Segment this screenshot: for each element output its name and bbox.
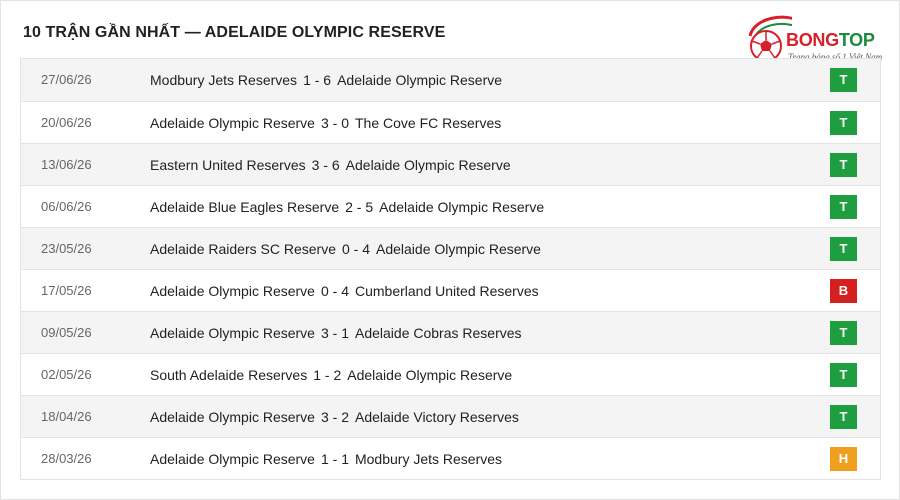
match-date: 09/05/26 (41, 325, 92, 340)
result-badge: T (830, 405, 857, 429)
match-score: 1 - 6 (303, 72, 332, 88)
match-row[interactable]: 18/04/26 Adelaide Olympic Reserve 3 - 2 Ade… (21, 395, 880, 437)
result-badge: B (830, 279, 857, 303)
away-team: Adelaide Olympic Reserve (379, 199, 545, 215)
away-team: Adelaide Cobras Reserves (354, 325, 522, 341)
recent-matches-list: 27/06/26 Modbury Jets Reserves 1 - 6 Adelai… (20, 58, 881, 480)
away-team: Cumberland United Reserves (354, 283, 539, 299)
match-date: 02/05/26 (41, 367, 92, 382)
result-badge: T (830, 321, 857, 345)
away-team: The Cove FC Reserves (354, 115, 502, 131)
home-team: Adelaide Olympic Reserve (150, 409, 315, 425)
match-info: Adelaide Olympic Reserve 3 - 0 The Cove FC… (150, 102, 501, 144)
match-date: 18/04/26 (41, 409, 92, 424)
match-row[interactable]: 28/03/26 Adelaide Olympic Reserve 1 - 1 Mod… (21, 437, 880, 479)
match-date: 28/03/26 (41, 451, 92, 466)
match-info: Eastern United Reserves 3 - 6 Adelaide Oly… (150, 144, 511, 186)
match-score: 3 - 1 (320, 325, 349, 341)
match-date: 27/06/26 (41, 72, 92, 87)
match-score: 1 - 2 (313, 367, 342, 383)
home-team: Adelaide Olympic Reserve (150, 283, 315, 299)
match-info: Adelaide Olympic Reserve 1 - 1 Modbury Jet… (150, 438, 502, 480)
home-team: Eastern United Reserves (150, 157, 306, 173)
result-badge: T (830, 153, 857, 177)
home-team: Adelaide Olympic Reserve (150, 451, 315, 467)
home-team: Modbury Jets Reserves (150, 72, 298, 88)
home-team: Adelaide Raiders SC Reserve (150, 241, 336, 257)
away-team: Adelaide Victory Reserves (354, 409, 519, 425)
away-team: Adelaide Olympic Reserve (347, 367, 513, 383)
match-info: Modbury Jets Reserves 1 - 6 Adelaide Olymp… (150, 59, 502, 101)
page-title: 10 TRẬN GẦN NHẤT — ADELAIDE OLYMPIC RESE… (23, 24, 446, 41)
match-row[interactable]: 20/06/26 Adelaide Olympic Reserve 3 - 0 The… (21, 101, 880, 143)
match-score: 3 - 6 (311, 157, 340, 173)
home-team: South Adelaide Reserves (150, 367, 308, 383)
match-date: 23/05/26 (41, 241, 92, 256)
home-team: Adelaide Blue Eagles Reserve (150, 199, 340, 215)
match-info: South Adelaide Reserves 1 - 2 Adelaide Oly… (150, 354, 512, 396)
match-date: 17/05/26 (41, 283, 92, 298)
away-team: Adelaide Olympic Reserve (376, 241, 541, 257)
match-score: 2 - 5 (345, 199, 374, 215)
match-info: Adelaide Olympic Reserve 3 - 1 Adelaide Co… (150, 312, 522, 354)
result-badge: T (830, 237, 857, 261)
match-info: Adelaide Olympic Reserve 0 - 4 Cumberland … (150, 270, 539, 312)
match-date: 20/06/26 (41, 115, 92, 130)
match-row[interactable]: 09/05/26 Adelaide Olympic Reserve 3 - 1 Ade… (21, 311, 880, 353)
match-row[interactable]: 13/06/26 Eastern United Reserves 3 - 6 Adel… (21, 143, 880, 185)
result-badge: T (830, 363, 857, 387)
result-badge: T (830, 111, 857, 135)
match-date: 06/06/26 (41, 199, 92, 214)
match-score: 0 - 4 (341, 241, 370, 257)
logo-tagline: Trang bóng số 1 Việt Nam (788, 52, 883, 62)
match-row[interactable]: 17/05/26 Adelaide Olympic Reserve 0 - 4 Cum… (21, 269, 880, 311)
match-date: 13/06/26 (41, 157, 92, 172)
result-badge: T (830, 68, 857, 92)
away-team: Modbury Jets Reserves (354, 451, 503, 467)
away-team: Adelaide Olympic Reserve (337, 72, 503, 88)
result-badge: T (830, 195, 857, 219)
match-info: Adelaide Raiders SC Reserve 0 - 4 Adelaide… (150, 228, 541, 270)
match-row[interactable]: 06/06/26 Adelaide Blue Eagles Reserve 2 - … (21, 185, 880, 227)
match-score: 1 - 1 (320, 451, 349, 467)
home-team: Adelaide Olympic Reserve (150, 325, 315, 341)
logo-wordmark: BONGTOP (786, 30, 875, 50)
match-score: 3 - 0 (320, 115, 349, 131)
match-info: Adelaide Blue Eagles Reserve 2 - 5 Adelaid… (150, 186, 544, 228)
match-score: 0 - 4 (320, 283, 349, 299)
match-score: 3 - 2 (320, 409, 349, 425)
match-row[interactable]: 27/06/26 Modbury Jets Reserves 1 - 6 Adelai… (21, 59, 880, 101)
match-row[interactable]: 02/05/26 South Adelaide Reserves 1 - 2 Adel… (21, 353, 880, 395)
result-badge: H (830, 447, 857, 471)
match-info: Adelaide Olympic Reserve 3 - 2 Adelaide Vi… (150, 396, 519, 438)
soccer-ball-icon (748, 15, 792, 62)
away-team: Adelaide Olympic Reserve (345, 157, 511, 173)
match-row[interactable]: 23/05/26 Adelaide Raiders SC Reserve 0 - 4… (21, 227, 880, 269)
home-team: Adelaide Olympic Reserve (150, 115, 315, 131)
